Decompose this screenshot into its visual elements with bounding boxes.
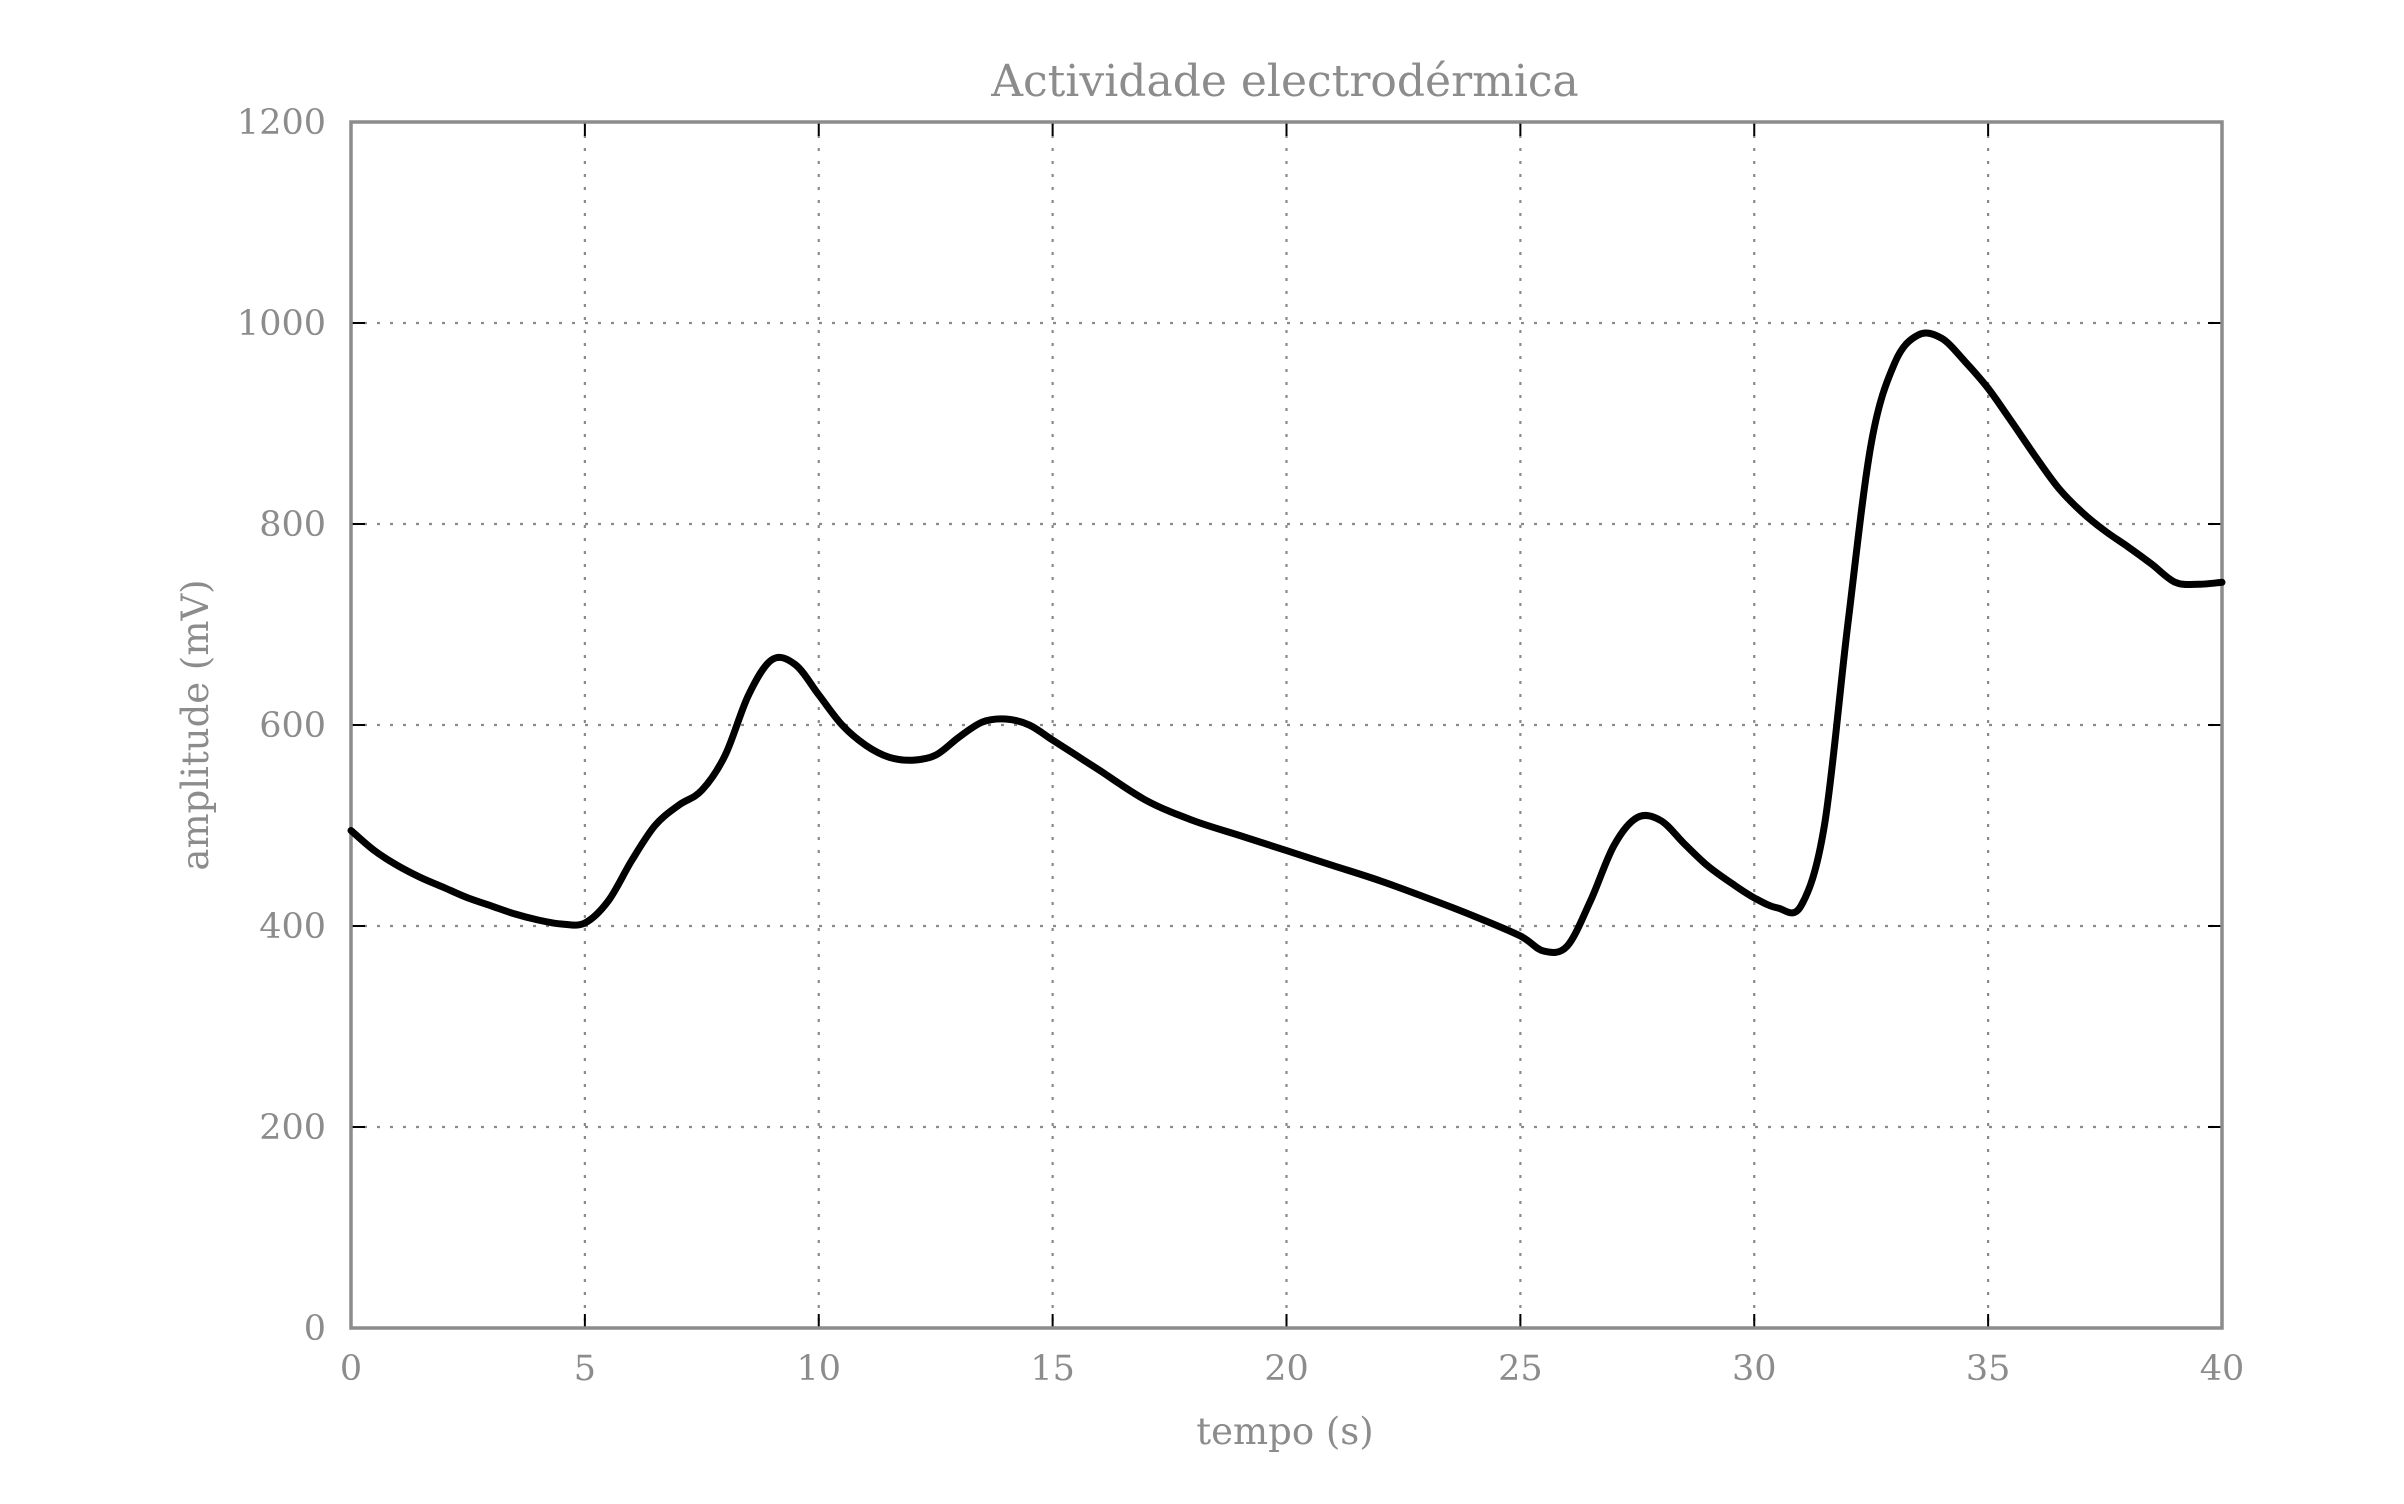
x-tick-label: 35 <box>1966 1349 2011 1389</box>
x-axis-label: tempo (s) <box>1196 1410 1373 1453</box>
y-tick-label: 600 <box>259 706 326 746</box>
x-tick-label: 0 <box>340 1349 362 1389</box>
x-tick-label: 15 <box>1030 1349 1075 1389</box>
grid-lines <box>351 122 2222 1328</box>
y-axis-label: amplitude (mV) <box>174 579 217 870</box>
x-tick-label: 10 <box>796 1349 841 1389</box>
y-tick-label: 1000 <box>237 304 326 344</box>
y-tick-label: 1200 <box>237 103 326 143</box>
x-tick-labels: 0 5 10 15 20 25 30 35 40 <box>340 1349 2244 1389</box>
y-tick-labels: 0 200 400 600 800 1000 1200 <box>237 103 326 1349</box>
x-tick-label: 30 <box>1732 1349 1777 1389</box>
x-tick-label: 40 <box>2200 1349 2245 1389</box>
y-tick-label: 200 <box>259 1108 326 1148</box>
series-layer <box>347 329 2226 956</box>
y-tick-label: 0 <box>304 1309 326 1349</box>
x-tick-label: 20 <box>1264 1349 1309 1389</box>
y-tick-label: 800 <box>259 505 326 545</box>
y-tick-label: 400 <box>259 907 326 947</box>
x-tick-label: 5 <box>574 1349 596 1389</box>
chart-title: Actividade electrodérmica <box>990 56 1579 107</box>
plot-frame <box>349 120 2224 1330</box>
x-tick-label: 25 <box>1498 1349 1543 1389</box>
axis-ticks <box>350 121 2223 1329</box>
series-line <box>347 329 2226 956</box>
